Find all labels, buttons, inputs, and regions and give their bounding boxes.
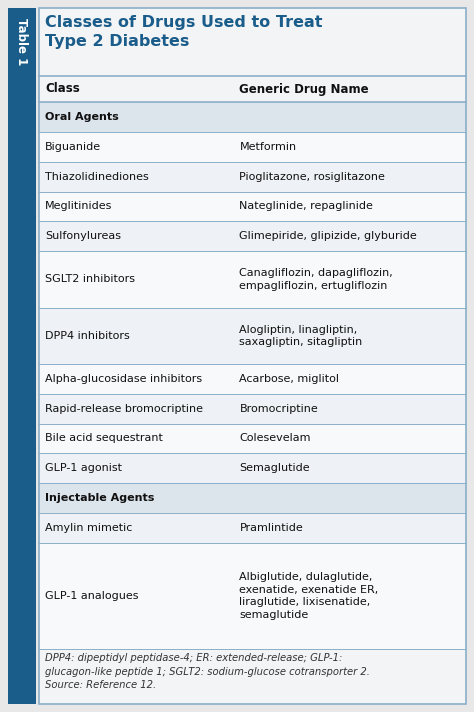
Bar	[39, 102, 466, 132]
Text: Meglitinides: Meglitinides	[45, 201, 112, 211]
Bar	[39, 132, 466, 162]
Bar	[39, 192, 466, 221]
Text: Colesevelam: Colesevelam	[239, 434, 311, 444]
Text: Amylin mimetic: Amylin mimetic	[45, 523, 132, 533]
Bar	[39, 483, 466, 513]
Text: Alogliptin, linagliptin,
saxagliptin, sitagliptin: Alogliptin, linagliptin, saxagliptin, si…	[239, 325, 363, 347]
Text: Semaglutide: Semaglutide	[239, 464, 310, 473]
Bar	[8, 8, 36, 704]
Text: Metformin: Metformin	[239, 142, 297, 152]
Text: DPP4 inhibitors: DPP4 inhibitors	[45, 330, 130, 341]
Text: Nateglinide, repaglinide: Nateglinide, repaglinide	[239, 201, 374, 211]
Bar	[39, 221, 466, 251]
Text: Pioglitazone, rosiglitazone: Pioglitazone, rosiglitazone	[239, 172, 385, 182]
Text: Albiglutide, dulaglutide,
exenatide, exenatide ER,
liraglutide, lixisenatide,
se: Albiglutide, dulaglutide, exenatide, exe…	[239, 572, 379, 619]
Text: Pramlintide: Pramlintide	[239, 523, 303, 533]
Bar	[39, 543, 466, 649]
Text: Rapid-release bromocriptine: Rapid-release bromocriptine	[45, 404, 203, 414]
Bar	[39, 513, 466, 543]
Bar	[39, 424, 466, 454]
Bar	[39, 251, 466, 308]
Bar	[39, 394, 466, 424]
Text: Table 1: Table 1	[16, 19, 28, 66]
Bar	[39, 8, 466, 76]
Bar	[39, 76, 466, 102]
Text: Class: Class	[45, 83, 80, 95]
Text: GLP-1 analogues: GLP-1 analogues	[45, 591, 138, 601]
Bar	[39, 162, 466, 192]
Text: Oral Agents: Oral Agents	[45, 112, 119, 122]
Text: Classes of Drugs Used to Treat
Type 2 Diabetes: Classes of Drugs Used to Treat Type 2 Di…	[45, 15, 322, 49]
Text: Canagliflozin, dapagliflozin,
empagliflozin, ertugliflozin: Canagliflozin, dapagliflozin, empagliflo…	[239, 268, 393, 290]
Text: Injectable Agents: Injectable Agents	[45, 493, 155, 503]
Text: Generic Drug Name: Generic Drug Name	[239, 83, 369, 95]
Text: Alpha-glucosidase inhibitors: Alpha-glucosidase inhibitors	[45, 374, 202, 384]
Bar	[39, 454, 466, 483]
Text: Bile acid sequestrant: Bile acid sequestrant	[45, 434, 163, 444]
Bar	[39, 308, 466, 364]
Text: Sulfonylureas: Sulfonylureas	[45, 231, 121, 241]
Text: Bromocriptine: Bromocriptine	[239, 404, 318, 414]
Text: GLP-1 agonist: GLP-1 agonist	[45, 464, 122, 473]
Text: Glimepiride, glipizide, glyburide: Glimepiride, glipizide, glyburide	[239, 231, 417, 241]
Text: DPP4: dipeptidyl peptidase-4; ER: extended-release; GLP-1:
glucagon-like peptide: DPP4: dipeptidyl peptidase-4; ER: extend…	[45, 653, 370, 690]
Text: Acarbose, miglitol: Acarbose, miglitol	[239, 374, 339, 384]
Bar	[39, 649, 466, 704]
Text: Biguanide: Biguanide	[45, 142, 101, 152]
Text: Thiazolidinediones: Thiazolidinediones	[45, 172, 149, 182]
Bar	[39, 364, 466, 394]
Text: SGLT2 inhibitors: SGLT2 inhibitors	[45, 274, 135, 284]
